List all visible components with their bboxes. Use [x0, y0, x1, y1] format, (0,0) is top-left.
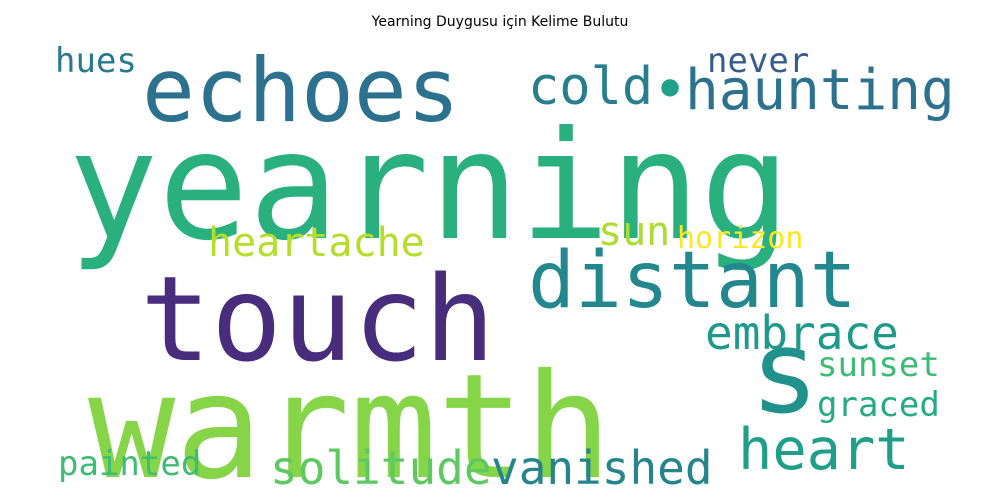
word-echoes: echoes	[142, 39, 460, 142]
word-haunting: haunting	[685, 58, 950, 123]
word-solitude: solitude	[270, 441, 492, 487]
word-never: never	[707, 41, 809, 81]
word-yearning: yearning	[68, 100, 790, 274]
figure-title: Yearning Duygusu için Kelime Bulutu	[371, 14, 629, 30]
word-graced: graced	[817, 385, 940, 425]
word-distant: distant	[528, 236, 857, 326]
word-cold: cold	[528, 57, 653, 117]
word-horizon: horizon	[677, 221, 803, 256]
word-vanished: vanished	[491, 441, 713, 487]
word-sun: sun	[598, 209, 670, 255]
word-hues: hues	[55, 41, 137, 81]
word-painted: painted	[58, 444, 201, 484]
word-dot: •	[652, 55, 688, 125]
word-sunset: sunset	[817, 345, 940, 385]
word-heartache: heartache	[208, 220, 425, 266]
word-s: s	[750, 306, 819, 440]
word-touch: touch	[140, 250, 495, 388]
word-heart: heart	[738, 417, 910, 483]
word-warmth: warmth	[88, 343, 612, 487]
word-embrace: embrace	[705, 306, 899, 360]
